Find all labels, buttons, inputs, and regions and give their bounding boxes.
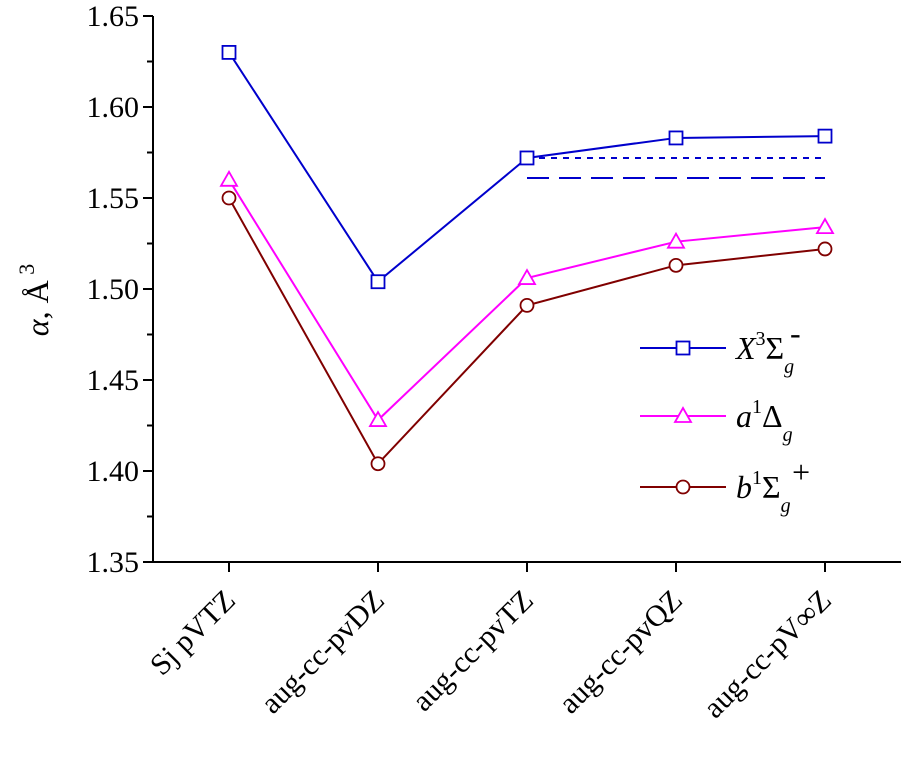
series-group	[219, 45, 835, 472]
legend-sub: g	[781, 495, 791, 517]
data-point-square	[817, 128, 833, 144]
series-triangle	[219, 169, 835, 427]
legend-sup: +	[790, 454, 812, 490]
x-tick-label: aug-cc-pvTZ	[406, 584, 540, 718]
y-axis-title: α, Å 3	[14, 264, 55, 336]
legend-sup: -	[790, 315, 801, 351]
series-circle	[221, 190, 833, 472]
series-line	[228, 51, 826, 284]
legend-marker-triangle	[673, 406, 693, 423]
legend-pre-sup: 3	[756, 328, 766, 350]
y-axis-title-sup: 3	[14, 264, 39, 281]
legend-pre-sup: 1	[752, 467, 762, 489]
y-tick-label: 1.40	[87, 455, 140, 488]
y-tick-label: 1.65	[87, 0, 140, 33]
legend-marker-circle	[675, 479, 691, 495]
legend-entry: b1Σg+	[640, 454, 812, 517]
data-point-triangle	[368, 410, 388, 427]
legend-label: X3Σg	[734, 328, 794, 378]
x-tick-label: aug-cc-pV∞Z	[697, 584, 838, 725]
legend-sub: g	[784, 356, 794, 378]
legend-symbol: Σ	[766, 330, 785, 366]
data-point-triangle	[666, 231, 686, 249]
x-tick-label: Sj pVTZ	[144, 584, 242, 682]
data-point-circle	[519, 297, 535, 313]
y-tick-label: 1.55	[87, 182, 140, 215]
legend-base: X	[734, 330, 757, 366]
y-axis-title-main: α	[19, 318, 55, 336]
legend-symbol: Σ	[762, 469, 781, 505]
legend-label: a1Δg	[736, 396, 793, 446]
legend-pre-sup: 1	[752, 396, 762, 418]
legend-entry: a1Δg	[640, 396, 793, 446]
data-point-triangle	[219, 169, 239, 187]
x-tick-label: aug-cc-pvQZ	[553, 584, 689, 720]
data-point-triangle	[815, 217, 835, 235]
y-tick-label: 1.60	[87, 91, 140, 124]
data-point-circle	[668, 257, 684, 273]
y-tick-label: 1.50	[87, 273, 140, 306]
x-tick-label: aug-cc-pvDZ	[255, 584, 391, 720]
legend-marker-square	[675, 340, 691, 356]
legend-base: b	[736, 469, 752, 505]
data-point-square	[668, 130, 684, 146]
series-square	[221, 45, 833, 290]
reference-lines	[527, 156, 825, 179]
data-point-triangle	[517, 268, 537, 285]
legend-label: b1Σg	[736, 467, 791, 517]
legend-base: a	[736, 398, 752, 434]
data-point-square	[519, 150, 535, 166]
legend-entry: X3Σg-	[640, 315, 801, 378]
data-point-square	[370, 274, 386, 290]
data-point-circle	[370, 456, 386, 472]
legend-sub: g	[783, 424, 793, 446]
y-tick-label: 1.35	[87, 546, 140, 579]
y-tick-label: 1.45	[87, 364, 140, 397]
legend-symbol: Δ	[762, 398, 783, 434]
data-point-square	[221, 45, 237, 60]
data-point-circle	[221, 190, 237, 206]
y-axis-title-rest: , Å	[19, 280, 55, 319]
data-point-circle	[817, 241, 833, 257]
